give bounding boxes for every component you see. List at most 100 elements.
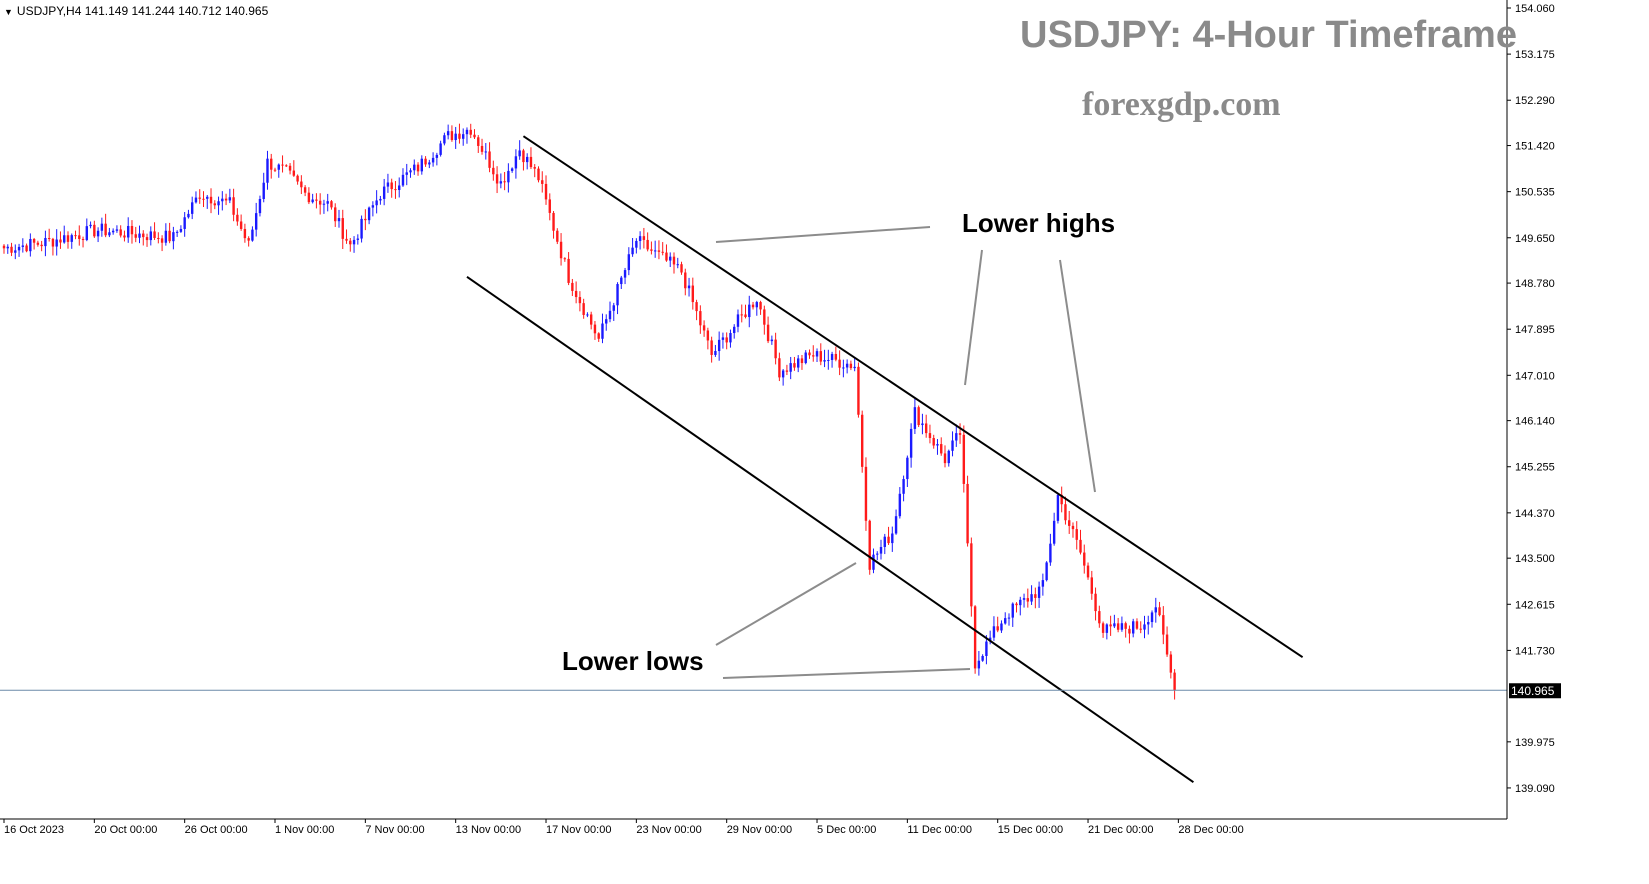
candle-body — [778, 358, 781, 378]
symbol-name: USDJPY,H4 — [16, 4, 82, 18]
trend-channel — [466, 135, 1304, 784]
candle-body — [586, 314, 589, 316]
price-tick-label: 148.780 — [1515, 278, 1555, 290]
candle-body — [254, 213, 258, 230]
annotation-lower-lows: Lower lows — [562, 646, 704, 676]
candle-body — [541, 180, 544, 184]
candle-body — [390, 182, 393, 190]
candle-body — [981, 655, 984, 661]
price-tick-label: 142.615 — [1515, 599, 1555, 611]
price-tick-label: 152.290 — [1515, 95, 1555, 107]
candle-body — [763, 309, 766, 325]
candle-body — [285, 165, 288, 167]
candle-body — [281, 164, 284, 166]
price-tick-label: 143.500 — [1515, 553, 1555, 565]
candle-body — [985, 641, 988, 656]
candle-body — [1101, 623, 1105, 633]
watermark-title: USDJPY: 4-Hour Timeframe — [1020, 14, 1517, 56]
candle-body — [657, 250, 661, 252]
candle-body — [996, 626, 999, 631]
candle-body — [691, 285, 695, 303]
candle-body — [405, 172, 408, 175]
candle-body — [428, 162, 431, 165]
candle-body — [1158, 607, 1161, 616]
candle-body — [932, 438, 935, 446]
candle-body — [236, 214, 239, 222]
candle-body — [100, 223, 104, 231]
candle-body — [970, 543, 973, 607]
time-tick-label: 13 Nov 00:00 — [456, 824, 521, 836]
price-tick-label: 146.140 — [1515, 416, 1555, 428]
candle-body — [157, 237, 160, 239]
candle-body — [917, 407, 920, 426]
candle-body — [89, 224, 92, 227]
candle-body — [733, 326, 736, 334]
candle-body — [785, 370, 789, 372]
candle-body — [21, 245, 25, 247]
candle-body — [322, 203, 326, 205]
candle-body — [755, 302, 758, 308]
candle-body — [710, 340, 713, 355]
candle-body — [958, 433, 962, 435]
candle-body — [115, 229, 119, 231]
candle-body — [887, 536, 890, 544]
candle-body — [593, 324, 597, 334]
candle-body — [458, 133, 461, 139]
candle-body — [499, 181, 503, 184]
candle-body — [74, 235, 77, 237]
candle-body — [356, 238, 360, 240]
price-tick-label: 145.255 — [1515, 462, 1555, 474]
candle-body — [1060, 494, 1063, 505]
candle-body — [744, 314, 747, 318]
annotation-pointer-line — [715, 226, 931, 243]
candle-body — [431, 157, 435, 163]
price-tick-label: 149.650 — [1515, 233, 1555, 245]
candle-body — [142, 233, 145, 238]
candle-body — [341, 218, 344, 239]
candle-body — [386, 182, 390, 187]
candle-body — [936, 444, 939, 446]
candle-body — [627, 254, 631, 271]
candle-body — [751, 304, 755, 308]
candle-body — [1045, 562, 1048, 581]
candle-body — [292, 170, 296, 176]
candle-body — [928, 433, 932, 439]
candle-body — [371, 205, 375, 208]
candle-body — [620, 277, 623, 285]
candle-body — [642, 236, 646, 240]
candle-body — [119, 229, 122, 236]
candle-body — [823, 360, 826, 362]
dropdown-triangle-icon[interactable]: ▼ — [4, 7, 13, 17]
time-tick-label: 5 Dec 00:00 — [817, 824, 876, 836]
candle-body — [59, 239, 62, 243]
candle-body — [740, 314, 743, 316]
candle-body — [179, 228, 183, 232]
candle-body — [714, 351, 717, 355]
candle-body — [247, 238, 250, 241]
candle-body — [924, 423, 928, 434]
candle-body — [748, 304, 751, 318]
candle-body — [194, 197, 198, 203]
candle-body — [947, 450, 950, 464]
candle-body — [612, 305, 615, 311]
time-tick-label: 17 Nov 00:00 — [546, 824, 611, 836]
candle-body — [902, 479, 905, 494]
candle-body — [556, 230, 559, 242]
candle-body — [966, 483, 969, 544]
candle-body — [44, 237, 47, 247]
candle-body — [1079, 539, 1082, 553]
time-tick-label: 28 Dec 00:00 — [1178, 824, 1243, 836]
candle-body — [868, 520, 871, 570]
candle-body — [29, 239, 32, 252]
candle-body — [108, 232, 111, 236]
candle-body — [529, 156, 533, 168]
candle-body — [435, 154, 439, 158]
time-tick-label: 1 Nov 00:00 — [275, 824, 334, 836]
candle-body — [1064, 504, 1067, 521]
candle-body — [63, 235, 66, 243]
candle-body — [808, 352, 811, 356]
lower-trendline — [466, 276, 1194, 784]
candle-body — [251, 229, 254, 241]
candle-body — [706, 330, 710, 341]
